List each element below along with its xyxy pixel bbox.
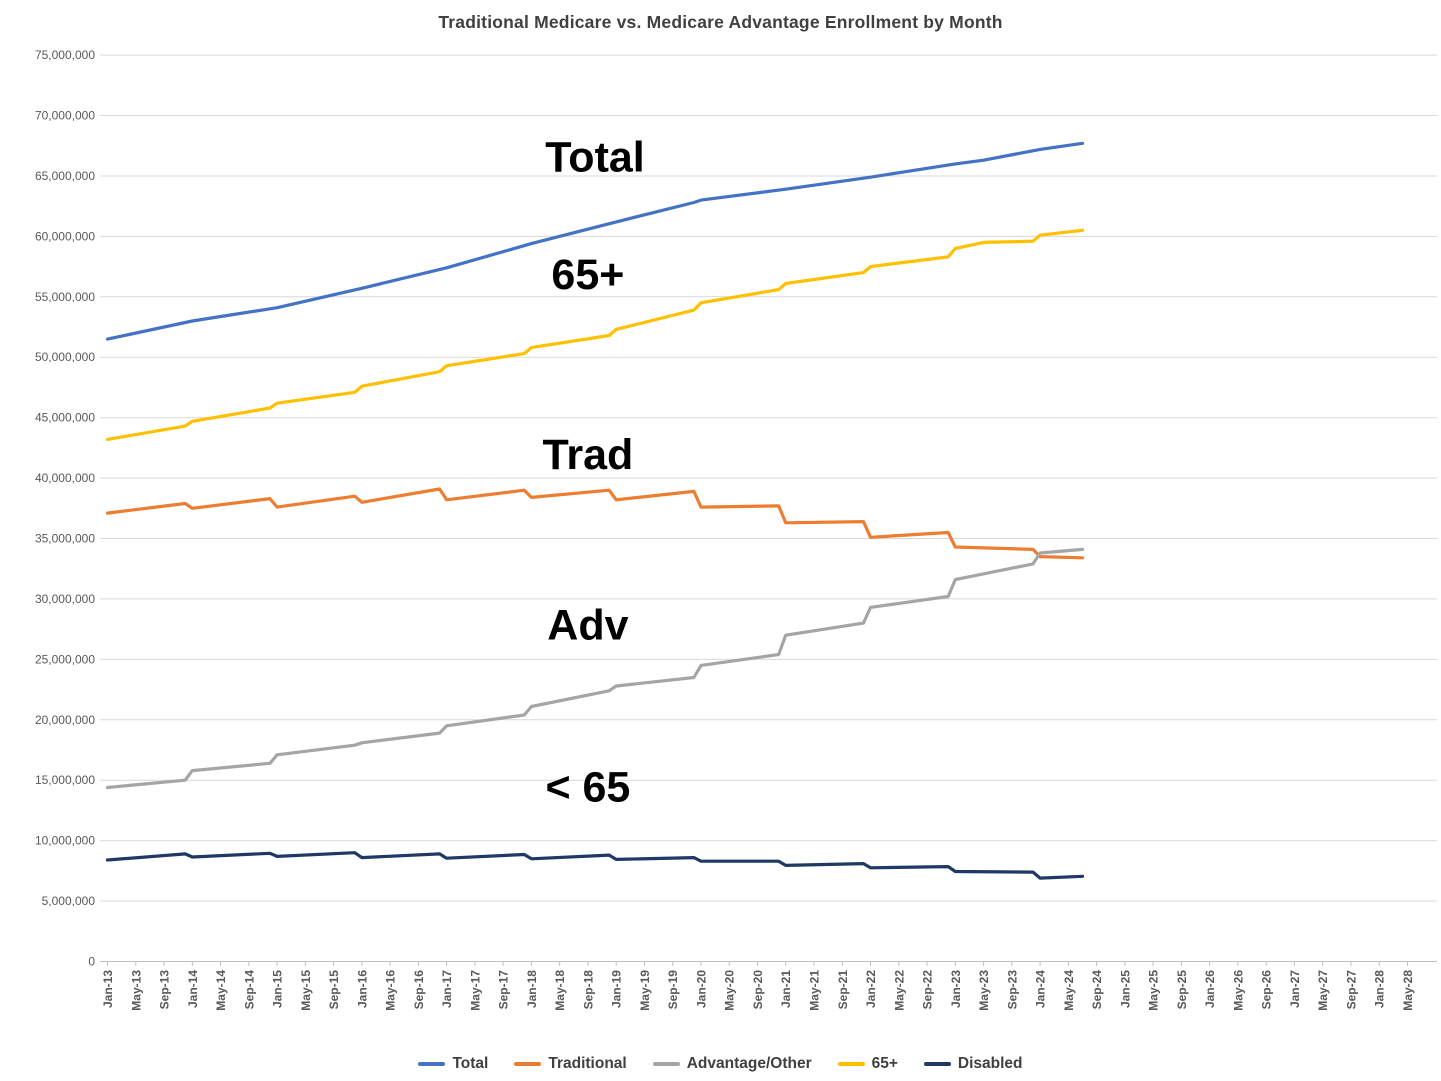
x-axis-label: May-15 [299,970,313,1011]
y-axis-label: 25,000,000 [35,652,95,666]
x-axis-label: May-16 [384,970,398,1011]
x-axis-label: Sep-20 [751,970,765,1010]
legend-item-total: Total [418,1055,488,1073]
annotation-trad: Trad [542,431,633,479]
x-axis-label: Sep-26 [1260,970,1274,1010]
x-axis-label: Sep-19 [666,970,680,1010]
x-axis-label: May-22 [892,970,906,1011]
x-axis-label: Sep-14 [242,970,256,1010]
series-line-disabled [105,851,1085,880]
x-axis-label: May-17 [468,970,482,1011]
x-axis-label: Jan-18 [525,970,539,1008]
x-axis-label: Sep-16 [412,970,426,1010]
x-axis-label: Jan-17 [440,970,454,1008]
annotation-adv: Adv [547,601,628,649]
series-line-advantage-other [105,547,1085,790]
x-axis-label: Jan-16 [355,970,369,1008]
x-axis-label: Jan-27 [1288,970,1302,1008]
legend-label-traditional: Traditional [548,1055,627,1072]
x-axis-label: Jan-21 [779,970,793,1008]
enrollment-line-chart: 0 5,000,000 10,000,000 15,000,000 20,000,000… [35,48,1437,1011]
x-axis-label: Jan-15 [271,970,285,1008]
x-axis-label: Sep-23 [1005,970,1019,1010]
y-axis-label: 45,000,000 [35,411,95,425]
x-axis-label: May-13 [129,970,143,1011]
y-axis-label: 0 [88,955,95,969]
x-axis-label: Jan-14 [186,970,200,1008]
y-axis-label: 35,000,000 [35,532,95,546]
x-axis-label: Sep-24 [1090,970,1104,1010]
x-axis-label: May-25 [1147,970,1161,1011]
legend-label-65+: 65+ [871,1055,898,1072]
x-axis-label: Sep-22 [921,970,935,1010]
legend-item-65+: 65+ [837,1055,898,1073]
x-axis-label: May-20 [723,970,737,1011]
legend-item-advantage-other: Advantage/Other [652,1055,812,1073]
x-axis-label: May-21 [808,970,822,1011]
annotation--65: < 65 [545,763,630,811]
x-axis-label: Jan-22 [864,970,878,1008]
x-axis-label: May-26 [1231,970,1245,1011]
legend-item-traditional: Traditional [514,1055,627,1073]
y-axis-label: 50,000,000 [35,350,95,364]
y-axis-label: 10,000,000 [35,834,95,848]
y-axis-label: 30,000,000 [35,592,95,606]
x-axis-label: Jan-20 [695,970,709,1008]
x-axis-label: May-18 [553,970,567,1011]
y-axis-label: 75,000,000 [35,48,95,62]
x-axis-label: Sep-25 [1175,970,1189,1010]
legend-label-disabled: Disabled [957,1055,1023,1072]
x-axis-label: Sep-27 [1344,970,1358,1010]
legend-swatch-disabled [923,1062,951,1066]
y-axis-label: 20,000,000 [35,713,95,727]
y-axis-label: 60,000,000 [35,229,95,243]
legend-swatch-advantage-other [652,1062,680,1066]
x-axis-label: Jan-28 [1373,970,1387,1008]
x-axis-label: Jan-24 [1034,970,1048,1008]
x-axis-label: Jan-25 [1118,970,1132,1008]
x-axis-label: May-19 [638,970,652,1011]
series-line-65- [105,228,1085,441]
legend-swatch-total [418,1062,446,1066]
x-axis-label: Sep-13 [158,970,172,1010]
x-axis-label: May-28 [1401,970,1415,1011]
x-axis-label: Jan-26 [1203,970,1217,1008]
y-axis-label: 5,000,000 [42,894,96,908]
legend-swatch-traditional [514,1062,542,1066]
chart-title: Traditional Medicare vs. Medicare Advant… [438,12,1003,32]
x-axis-label: Jan-23 [949,970,963,1008]
annotation-65+: 65+ [551,251,624,299]
x-axis-label: Jan-19 [610,970,624,1008]
legend-label-total: Total [452,1055,489,1072]
legend-item-disabled: Disabled [923,1055,1023,1073]
x-axis-label: May-24 [1062,970,1076,1011]
y-axis-label: 70,000,000 [35,109,95,123]
legend-label-advantage-other: Advantage/Other [686,1055,812,1072]
legend-swatch-65+ [837,1062,865,1066]
y-axis-label: 40,000,000 [35,471,95,485]
y-axis-label: 15,000,000 [35,773,95,787]
y-axis-label: 55,000,000 [35,290,95,304]
x-axis-label: Sep-21 [836,970,850,1010]
x-axis-label: May-14 [214,970,228,1011]
series-line-traditional [105,487,1085,560]
x-axis-label: Sep-17 [497,970,511,1010]
series-line-total [105,141,1085,341]
x-axis-label: Sep-15 [327,970,341,1010]
y-axis-label: 65,000,000 [35,169,95,183]
x-axis-label: Sep-18 [581,970,595,1010]
x-axis-label: Jan-13 [101,970,115,1008]
annotation-total: Total [545,134,645,182]
x-axis-label: May-23 [977,970,991,1011]
x-axis-label: May-27 [1316,970,1330,1011]
chart-legend: Total Traditional Advantage/Other 65+ Disabl… [0,1055,1441,1073]
